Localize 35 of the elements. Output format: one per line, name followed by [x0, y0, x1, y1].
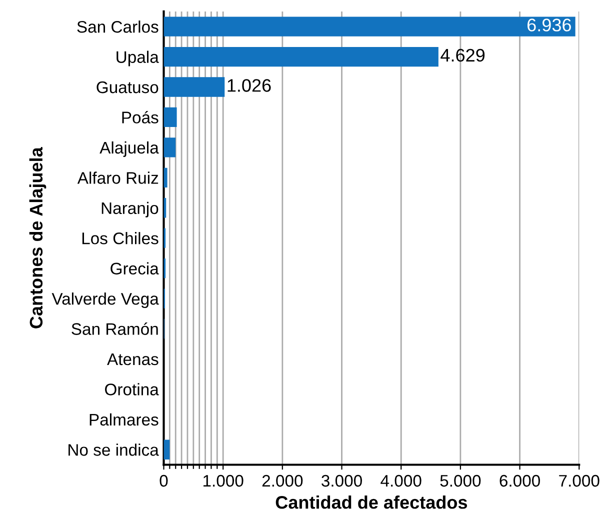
y-tick-label: Poás	[122, 110, 158, 124]
y-axis-title: Cantones de Alajuela	[29, 147, 46, 328]
y-tick-label: Orotina	[105, 383, 159, 396]
y-tick-label: Palmares	[90, 413, 158, 426]
bar	[164, 16, 576, 36]
y-tick-label: Los Chiles	[82, 232, 158, 244]
data-label: 4.629	[440, 48, 485, 62]
data-label: 1.026	[228, 79, 271, 92]
y-tick-label: Grecia	[110, 262, 159, 275]
y-tick-label: San Carlos	[77, 20, 158, 33]
x-tick-label: 0	[160, 474, 168, 487]
y-tick-label: Alajuela	[100, 141, 159, 157]
y-tick-label: No se indica	[68, 444, 159, 456]
x-tick-label: 2.000	[262, 474, 303, 487]
x-tick-label: 6.000	[500, 474, 540, 487]
y-tick-label: Guatuso	[96, 81, 158, 94]
y-tick-label: Naranjo	[102, 202, 158, 218]
x-tick-label: 7.000	[559, 474, 600, 487]
bar	[164, 107, 177, 128]
y-tick-label: Upala	[116, 50, 159, 66]
y-tick-label: Alfaro Ruiz	[77, 172, 158, 184]
data-label: 6.936	[528, 18, 571, 32]
y-tick-label: Valverde Vega	[52, 292, 159, 308]
bar	[164, 77, 225, 97]
bar	[164, 138, 176, 158]
x-tick-label: 5.000	[440, 474, 481, 487]
x-tick-label: 1.000	[204, 474, 244, 487]
bar	[164, 440, 170, 460]
x-tick-label: 3.000	[322, 474, 362, 487]
x-axis-title: Cantidad de afectados	[276, 496, 468, 509]
y-tick-label: San Ramón	[72, 322, 158, 335]
bar	[164, 46, 438, 67]
y-tick-label: Atenas	[107, 354, 158, 366]
x-tick-label: 4.000	[380, 474, 422, 487]
bar	[164, 168, 168, 188]
